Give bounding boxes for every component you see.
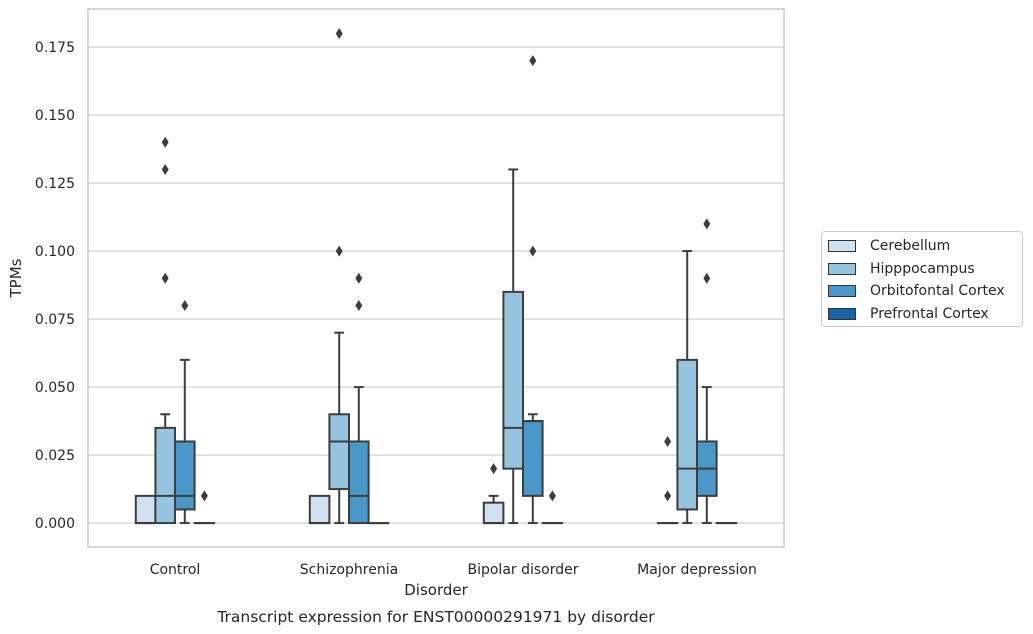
- outlier-point: [355, 272, 363, 284]
- legend-swatch-hippocampus: [828, 262, 856, 275]
- chart-title: Transcript expression for ENST0000029197…: [216, 608, 655, 626]
- outlier-point: [335, 245, 343, 257]
- outlier-point: [664, 490, 672, 502]
- box-hipppocampus: [328, 27, 350, 525]
- y-tick-label: 0.050: [35, 380, 75, 396]
- outlier-point: [703, 272, 711, 284]
- x-tick-labels: Control Schizophrenia Bipolar disorder Majo…: [150, 562, 757, 578]
- legend-swatch-orbitofrontal: [828, 285, 856, 298]
- legend-label: Prefrontal Cortex: [870, 305, 989, 322]
- box-body: [308, 494, 331, 525]
- outlier-point: [335, 27, 343, 39]
- box-orbitofontal-cortex: [348, 272, 370, 525]
- box-body: [482, 501, 505, 525]
- box-body: [328, 413, 350, 491]
- legend-label: Hipppocampus: [870, 260, 975, 277]
- outlier-point: [529, 245, 537, 257]
- outlier-point: [490, 463, 498, 475]
- y-tick-label: 0.025: [35, 448, 75, 464]
- box-orbitofontal-cortex: [174, 299, 196, 525]
- y-tick-label: 0.125: [35, 176, 75, 192]
- box-body: [348, 440, 370, 525]
- box-orbitofontal-cortex: [696, 218, 718, 525]
- plot-border: [87, 8, 785, 548]
- box-body: [174, 440, 196, 511]
- y-tick-label: 0.075: [35, 312, 75, 328]
- gridlines: [88, 46, 784, 524]
- outlier-point: [664, 435, 672, 447]
- legend-label: Cerebellum: [870, 238, 951, 255]
- legend-item-hippocampus: Hipppocampus: [828, 258, 1022, 281]
- y-tick-label: 0.150: [35, 108, 75, 124]
- box-cerebellum: [656, 435, 679, 525]
- box-body: [154, 426, 176, 525]
- box-prefrontal-cortex: [541, 490, 564, 525]
- y-axis-label: TPMs: [7, 258, 25, 298]
- box-body: [502, 290, 524, 470]
- x-tick-label: Bipolar disorder: [467, 562, 578, 578]
- outlier-point: [161, 163, 169, 175]
- box-cerebellum: [134, 494, 157, 525]
- box-hipppocampus: [502, 168, 524, 525]
- y-tick-labels: 0.000 0.025 0.050 0.075 0.100 0.125 0.150 0.175: [35, 40, 75, 532]
- legend-item-prefrontal: Prefrontal Cortex: [828, 303, 1022, 326]
- legend-item-cerebellum: Cerebellum: [828, 235, 1022, 258]
- legend: Cerebellum Hipppocampus Orbitofontal Cor…: [821, 231, 1023, 327]
- outlier-point: [161, 136, 169, 148]
- outlier-point: [200, 490, 208, 502]
- x-tick-label: Control: [150, 562, 201, 578]
- x-tick-label: Schizophrenia: [300, 562, 398, 578]
- outlier-point: [181, 299, 189, 311]
- box-orbitofontal-cortex: [522, 55, 544, 525]
- box-series: [134, 27, 738, 525]
- box-body: [676, 358, 699, 511]
- box-prefrontal-cortex: [193, 490, 216, 525]
- x-tick-label: Major depression: [637, 562, 757, 578]
- outlier-point: [161, 272, 169, 284]
- outlier-point: [355, 299, 363, 311]
- legend-swatch-cerebellum: [828, 240, 856, 253]
- box-hipppocampus: [676, 250, 699, 525]
- box-cerebellum: [482, 463, 505, 525]
- outlier-point: [548, 490, 556, 502]
- outlier-point: [529, 55, 537, 67]
- box-cerebellum: [308, 494, 331, 525]
- legend-label: Orbitofontal Cortex: [870, 283, 1005, 300]
- y-tick-label: 0.175: [35, 40, 75, 56]
- legend-swatch-prefrontal: [828, 307, 856, 320]
- y-tick-label: 0.100: [35, 244, 75, 260]
- outlier-point: [703, 218, 711, 230]
- x-axis-label: Disorder: [404, 581, 468, 599]
- plot-frame: [87, 8, 785, 548]
- box-hipppocampus: [154, 136, 176, 525]
- box-body: [522, 420, 544, 497]
- box-body: [134, 494, 157, 525]
- legend-item-orbitofrontal: Orbitofontal Cortex: [828, 280, 1022, 303]
- y-tick-label: 0.000: [35, 516, 75, 532]
